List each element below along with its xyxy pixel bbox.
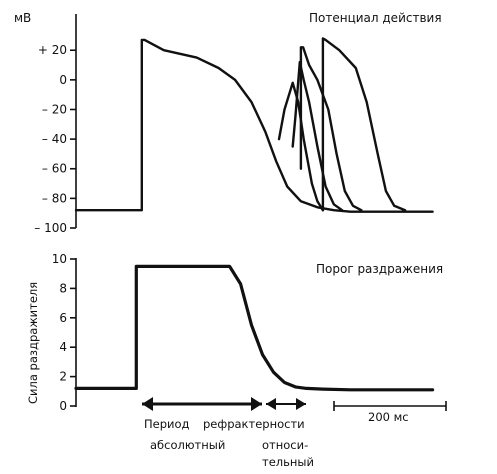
ap-series (74, 37, 434, 213)
period-label: Период (144, 417, 190, 431)
th-y-tick-label-4: 2 (59, 370, 67, 384)
ap-series-line-3 (299, 46, 363, 212)
ap-y-unit: мВ (14, 11, 31, 25)
th-series (74, 264, 435, 392)
th-y-tick-label-2: 6 (59, 311, 67, 325)
th-y-label: Сила раздражителя (26, 282, 40, 404)
ap-y-tick-label-2: – 20 (42, 102, 67, 116)
th-y-tick-label-3: 4 (59, 340, 67, 354)
th-y-tick-label-1: 8 (59, 281, 67, 295)
relative-label-line1: относи- (262, 438, 308, 452)
ap-y-tick-label-1: 0 (59, 73, 67, 87)
ap-series-line-0 (74, 38, 434, 213)
th-series-line-0 (74, 264, 435, 392)
ap-y-ticks: + 20 0 – 20 – 40 – 60 – 80 – 100 (34, 43, 76, 235)
threshold-panel: Порог раздражения Сила раздражителя 10 8 6… (26, 252, 447, 469)
ap-y-tick-label-6: – 100 (34, 221, 67, 235)
th-title: Порог раздражения (316, 262, 443, 276)
time-scale-bar (333, 401, 447, 411)
relative-label-line2: тельный (262, 455, 314, 469)
ap-y-tick-label-5: – 80 (42, 191, 67, 205)
absolute-label: абсолютный (150, 438, 225, 452)
th-y-tick-label-0: 10 (52, 252, 67, 266)
scale-bar-label: 200 мс (368, 410, 409, 424)
th-y-tick-label-5: 0 (59, 399, 67, 413)
ap-y-tick-label-0: + 20 (38, 43, 67, 57)
ap-series-line-4 (321, 37, 407, 212)
ap-y-tick-label-3: – 40 (42, 132, 67, 146)
refractoriness-label: рефрактерности (203, 417, 305, 431)
action-potential-panel: мВ Потенциал действия + 20 0 – 20 – 40 – 60 –… (14, 11, 442, 235)
ap-series-line-2 (291, 60, 344, 212)
absolute-period-arrow (142, 397, 262, 411)
th-y-ticks: 10 8 6 4 2 0 (52, 252, 76, 413)
relative-period-arrow (266, 398, 306, 410)
ap-y-tick-label-4: – 60 (42, 162, 67, 176)
ap-title: Потенциал действия (309, 11, 442, 25)
